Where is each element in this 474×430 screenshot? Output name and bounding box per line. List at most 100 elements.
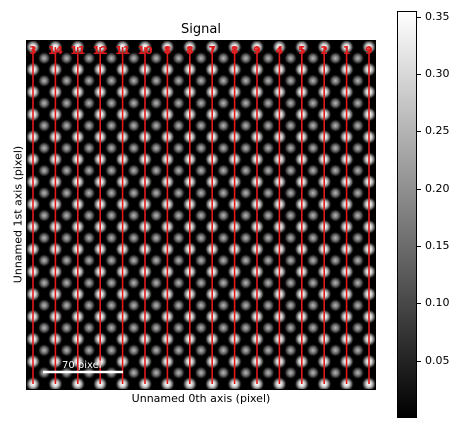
atom-dim [261, 231, 275, 245]
atom-dim [239, 321, 253, 335]
atom-dim [351, 51, 365, 65]
atom-dim [60, 276, 74, 290]
atom-dim [60, 96, 74, 110]
colorbar-tick-label: 0.20 [425, 181, 450, 195]
atom-dim [239, 231, 253, 245]
atom-dim [351, 298, 365, 312]
atom-dim [306, 74, 320, 88]
atom-dim [216, 186, 230, 200]
atom-dim [172, 186, 186, 200]
atom-dim [284, 74, 298, 88]
atom-dim [127, 253, 141, 267]
atom-dim [284, 253, 298, 267]
atom-dim [149, 366, 163, 380]
atom-dim [60, 141, 74, 155]
atom-dim [172, 231, 186, 245]
atom-dim [194, 51, 208, 65]
image-plot: 3 14 11 12 11 10 8 8 7 8 9 4 5 2 1 9 [26, 40, 376, 390]
atom-dim [194, 321, 208, 335]
column-label: 12 [93, 44, 108, 57]
atom-dim [82, 321, 96, 335]
atom-dim [172, 96, 186, 110]
atom-dim [60, 74, 74, 88]
atom-dim [239, 186, 253, 200]
atom-dim [37, 141, 51, 155]
atom-dim [149, 141, 163, 155]
atom-dim [82, 51, 96, 65]
atom-dim [351, 119, 365, 133]
atom-dim [194, 119, 208, 133]
atom-dim [351, 96, 365, 110]
atom-dim [194, 209, 208, 222]
atom-dim [351, 253, 365, 267]
atom-dim [104, 74, 118, 88]
column-label: 14 [48, 44, 64, 57]
atom-dim [194, 74, 208, 88]
atom-dim [284, 209, 298, 222]
atom-dim [284, 343, 298, 357]
atom-dim [37, 74, 51, 88]
atom-dim [239, 164, 253, 178]
atom-dim [239, 298, 253, 312]
y-axis-label: Unnamed 1st axis (pixel) [11, 145, 25, 284]
atom-dim [261, 186, 275, 200]
atom-dim [306, 51, 320, 65]
atom-dim [172, 74, 186, 88]
atom-dim [172, 298, 186, 312]
atom-dim [37, 253, 51, 267]
atom-dim [261, 51, 275, 65]
atom-dim [306, 276, 320, 290]
atom-dim [328, 276, 342, 290]
atom-dim [82, 298, 96, 312]
column-label: 3 [29, 44, 37, 57]
atom-dim [328, 51, 342, 65]
atom-dim [127, 343, 141, 357]
atom-dim [60, 321, 74, 335]
atom-dim [239, 253, 253, 267]
atom-dim [239, 343, 253, 357]
atom-dim [172, 141, 186, 155]
atom-dim [82, 186, 96, 200]
atom-dim [82, 209, 96, 222]
atom-dim [328, 119, 342, 133]
atom-dim [60, 51, 74, 65]
atom-dim [172, 119, 186, 133]
atom-dim [149, 231, 163, 245]
atom-dim [351, 366, 365, 380]
atom-dim [306, 298, 320, 312]
atom-dim [149, 276, 163, 290]
atom-dim [239, 209, 253, 222]
atom-dim [216, 209, 230, 222]
colorbar-tick-label: 0.35 [425, 9, 450, 23]
atom-dim [60, 343, 74, 357]
atom-dim [351, 164, 365, 178]
atom-dim [104, 298, 118, 312]
atom-dim [82, 253, 96, 267]
atom-dim [37, 276, 51, 290]
atom-dim [104, 164, 118, 178]
atom-dim [172, 321, 186, 335]
atom-dim [239, 276, 253, 290]
column-label: 10 [137, 44, 153, 57]
atom-dim [60, 298, 74, 312]
atom-dim [37, 51, 51, 65]
atom-dim [284, 231, 298, 245]
atom-dim [328, 141, 342, 155]
atom-dim [127, 321, 141, 335]
atom-dim [306, 209, 320, 222]
scale-bar-label: 70 pixel [62, 360, 102, 371]
colorbar-tick-label: 0.10 [425, 296, 450, 310]
atom-dim [127, 141, 141, 155]
atom-dim [127, 231, 141, 245]
atom-dim [149, 74, 163, 88]
atom-dim [104, 96, 118, 110]
atom-dim [328, 96, 342, 110]
atom-dim [239, 74, 253, 88]
atom-dim [306, 119, 320, 133]
atom-dim [60, 164, 74, 178]
atom-dim [104, 343, 118, 357]
atom-dim [37, 119, 51, 133]
atom-dim [284, 298, 298, 312]
atom-dim [194, 164, 208, 178]
atom-dim [239, 366, 253, 380]
